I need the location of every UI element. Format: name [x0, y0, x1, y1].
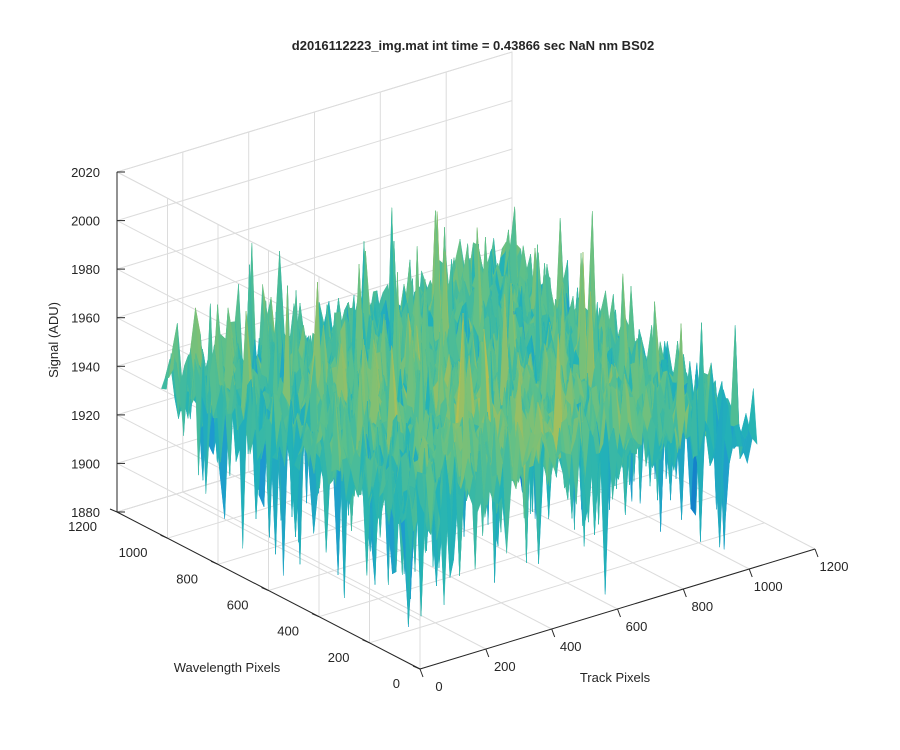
y-tick-mark: [160, 534, 168, 539]
y-tick-mark: [311, 613, 320, 618]
y-tick-label: 1200: [68, 519, 97, 534]
x-tick-mark: [682, 588, 687, 598]
x-tick-label: 800: [691, 599, 713, 614]
x-tick-label: 1200: [820, 559, 849, 574]
y-tick-label: 1000: [119, 545, 148, 560]
surface-patch: [730, 325, 740, 427]
y-tick-mark: [412, 665, 421, 670]
y-axis-label: Wavelength Pixels: [174, 660, 281, 675]
x-tick-mark: [419, 668, 424, 678]
y-tick-mark: [362, 639, 370, 644]
x-tick-mark: [617, 608, 621, 618]
z-axis-label: Signal (ADU): [46, 302, 61, 378]
x-tick-label: 0: [435, 679, 442, 694]
surface-patch: [748, 388, 758, 445]
x-tick-mark: [485, 648, 490, 658]
z-tick-label: 2000: [71, 214, 100, 229]
surface: [161, 206, 758, 628]
z-tick-label: 1920: [71, 408, 100, 423]
y-tick-mark: [261, 587, 269, 591]
z-tick-label: 1900: [71, 456, 100, 471]
y-ticks: 0 200 400 600 800 1000 1200: [68, 508, 421, 691]
y-tick-label: 200: [328, 650, 350, 665]
y-tick-label: 600: [227, 598, 249, 613]
z-tick-label: 1980: [71, 262, 100, 277]
y-tick-mark: [109, 508, 118, 513]
x-tick-mark: [748, 568, 753, 578]
y-tick-label: 800: [176, 571, 198, 586]
z-tick-label: 1880: [71, 505, 100, 520]
z-tick-label: 2020: [71, 165, 100, 180]
z-ticks: 1880 1900 1920 1940 1960 1980 2000 2020: [71, 165, 125, 520]
chart-title: d2016112223_img.mat int time = 0.43866 s…: [292, 38, 654, 53]
x-tick-mark: [551, 628, 556, 638]
y-tick-label: 400: [277, 624, 299, 639]
x-tick-label: 200: [494, 659, 516, 674]
z-tick-label: 1960: [71, 311, 100, 326]
x-tick-label: 1000: [754, 579, 783, 594]
x-ticks: 0 200 400 600 800 1000 1200: [419, 548, 849, 694]
x-tick-label: 400: [560, 639, 582, 654]
y-tick-label: 0: [393, 676, 400, 691]
x-tick-mark: [814, 548, 819, 558]
y-tick-mark: [210, 560, 219, 565]
x-axis-label: Track Pixels: [580, 670, 651, 685]
z-tick-label: 1940: [71, 359, 100, 374]
x-tick-label: 600: [626, 619, 648, 634]
